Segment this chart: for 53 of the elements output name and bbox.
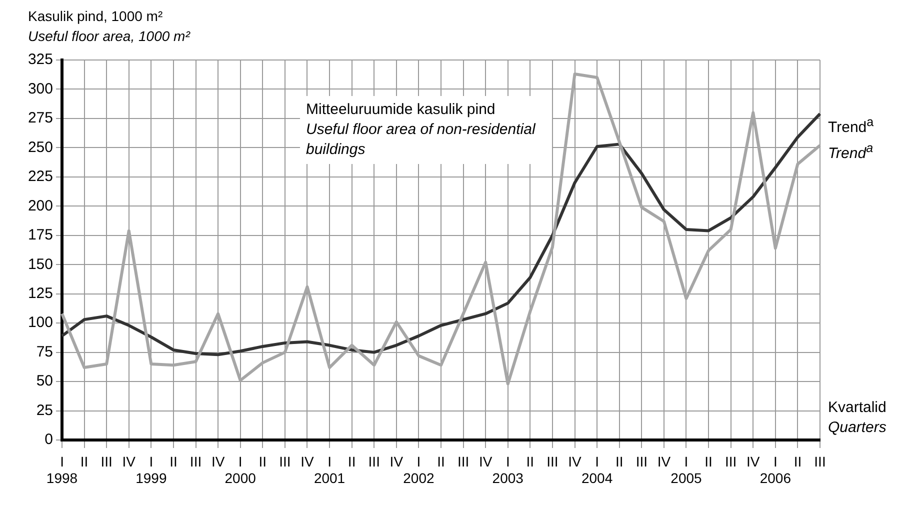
x-tick-label: III	[636, 453, 648, 470]
x-tick-label: III	[814, 453, 826, 470]
x-tick-label: I 1998	[46, 453, 78, 486]
y-tick-label: 150	[28, 256, 53, 273]
y-tick-label: 75	[36, 343, 53, 360]
x-tick-label: IV	[211, 453, 226, 470]
x-tick-label: II	[615, 453, 624, 470]
x-axis-title: Kvartalid Quarters	[828, 398, 886, 438]
x-tick-label: III	[190, 453, 202, 470]
x-tick-label: III	[279, 453, 291, 470]
x-tick-label: II	[170, 453, 178, 470]
x-tick-label: IV	[300, 453, 315, 470]
x-tick-label: I 2006	[760, 453, 792, 486]
y-tick-label: 100	[28, 314, 53, 332]
x-tick-label: IV	[390, 453, 404, 470]
y-tick-label: 200	[28, 197, 53, 214]
y-tick-label: 125	[28, 284, 53, 302]
x-tick-label: I 2004	[581, 453, 613, 486]
y-axis-title: Kasulik pind, 1000 m² Useful floor area, 1000 m²	[28, 7, 190, 46]
y-tick-label: 325	[28, 51, 53, 68]
x-tick-label: II	[258, 453, 267, 470]
x-tick-label: IV	[657, 453, 672, 470]
x-tick-label: I 2005	[670, 453, 702, 486]
x-tick-label: II	[348, 453, 356, 470]
y-tick-label: 25	[36, 402, 53, 419]
y-tick-label: 225	[28, 168, 53, 186]
x-tick-label: II	[437, 453, 445, 470]
x-tick-label: II	[80, 453, 88, 470]
y-tick-label: 175	[28, 226, 53, 244]
x-tick-label: I 1999	[136, 453, 167, 486]
x-tick-label: I 2002	[403, 453, 434, 486]
x-tick-label: III	[100, 453, 112, 470]
x-tick-label: IV	[478, 453, 493, 470]
y-tick-label: 50	[36, 372, 53, 390]
x-tick-label: IV	[568, 453, 582, 470]
x-tick-label: II	[526, 453, 534, 470]
x-tick-label: III	[546, 453, 558, 470]
series-label: Mitteeluruumide kasulik pind Useful floor area of non-residential buildings	[306, 100, 537, 160]
x-tick-label: III	[724, 453, 737, 470]
x-tick-label: II	[794, 453, 802, 470]
x-tick-label: IV	[122, 453, 136, 470]
x-tick-label: I 2000	[224, 453, 256, 486]
text: Trend$^{a}$ Trend$^{a}$	[828, 115, 874, 162]
y-tick-label: 300	[28, 80, 53, 98]
y-tick-label: 250	[28, 138, 53, 156]
y-tick-label: 275	[28, 110, 53, 127]
x-tick-label: III	[457, 453, 470, 470]
x-tick-label: II	[704, 453, 712, 470]
x-tick-label: III	[368, 453, 380, 470]
x-tick-label: I 2001	[314, 453, 346, 486]
y-tick-label: 0	[44, 431, 53, 448]
x-tick-label: IV	[746, 453, 760, 470]
x-tick-label: I 2003	[492, 453, 524, 486]
